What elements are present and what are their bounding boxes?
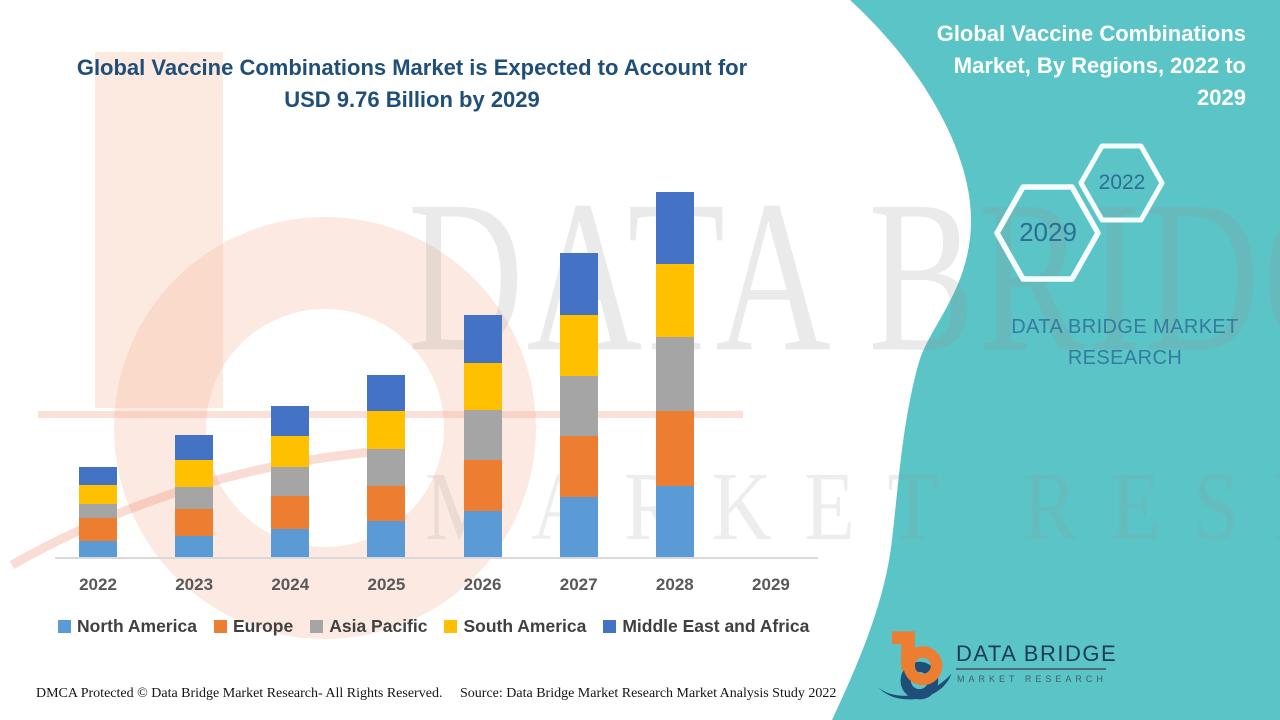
bar-segment-2027-asia-pacific <box>559 376 598 436</box>
data-bridge-logo-icon <box>878 631 952 700</box>
source-note: Source: Data Bridge Market Research Mark… <box>460 686 837 701</box>
bar-segment-2024-north-america <box>271 529 310 558</box>
legend-label-europe: Europe <box>232 616 294 636</box>
legend-item-north-america: North America <box>58 616 197 637</box>
brand-text-line1: DATA BRIDGE MARKET <box>1011 316 1239 338</box>
bar-segment-2027-north-america <box>559 497 598 558</box>
bar-segment-2024-asia-pacific <box>271 467 310 496</box>
legend-item-south-america: South America <box>444 616 586 637</box>
bar-segment-2026-middle-east-and-africa <box>463 315 502 363</box>
logo-wordmark: DATA BRIDGE <box>956 641 1118 666</box>
bar-segment-2028-europe <box>655 411 694 486</box>
bar-segment-2023-south-america <box>175 460 214 487</box>
legend-swatch-middle-east-and-africa <box>603 620 617 633</box>
x-axis-line <box>55 557 818 559</box>
side-panel-heading: Global Vaccine Combinations Market, By R… <box>936 21 1246 110</box>
teal-panel-shape <box>832 0 1280 720</box>
bar-segment-2027-europe <box>559 436 598 497</box>
legend-swatch-asia-pacific <box>310 620 324 633</box>
bar-segment-2028-north-america <box>655 486 694 558</box>
dmca-notice: DMCA Protected © Data Bridge Market Rese… <box>36 686 443 701</box>
axis-label-2028: 2028 <box>655 575 694 594</box>
page-title-line2: USD 9.76 Billion by 2029 <box>284 87 540 112</box>
bar-segment-2026-north-america <box>463 511 502 558</box>
legend-item-middle-east-and-africa: Middle East and Africa <box>603 616 809 637</box>
hexagon-year-2022: 2022 <box>1098 171 1146 194</box>
logo-stem-foot <box>892 631 903 644</box>
bar-segment-2022-north-america <box>79 541 117 558</box>
logo-orange-bowl <box>903 646 943 686</box>
bar-segment-2025-north-america <box>367 521 406 558</box>
brand-text-block: DATA BRIDGE MARKET RESEARCH <box>985 312 1265 374</box>
axis-label-2026: 2026 <box>463 575 502 594</box>
legend-label-middle-east-and-africa: Middle East and Africa <box>622 616 810 636</box>
bar-segment-2026-south-america <box>463 363 502 410</box>
legend-label-south-america: South America <box>463 616 587 636</box>
axis-label-2023: 2023 <box>175 575 214 594</box>
legend-label-north-america: North America <box>77 616 197 636</box>
bar-segment-2023-north-america <box>175 536 214 558</box>
chart-legend: North America Europe Asia Pacific South Ame… <box>58 616 809 637</box>
bar-segment-2022-europe <box>79 518 117 541</box>
logo-tagline: MARKET RESEARCH <box>957 674 1107 684</box>
legend-swatch-north-america <box>58 620 71 633</box>
axis-label-2029: 2029 <box>752 575 790 594</box>
logo-underline <box>956 668 1106 670</box>
legend-item-europe: Europe <box>213 616 294 637</box>
bar-segment-2024-middle-east-and-africa <box>271 406 310 436</box>
bar-segment-2025-middle-east-and-africa <box>367 375 406 411</box>
bar-segment-2022-south-america <box>79 485 117 504</box>
legend-swatch-south-america <box>444 620 458 633</box>
bar-segment-2028-south-america <box>655 264 694 337</box>
axis-label-2027: 2027 <box>559 575 598 594</box>
bar-segment-2028-middle-east-and-africa <box>655 192 694 264</box>
bar-segment-2027-south-america <box>559 315 598 376</box>
axis-label-2024: 2024 <box>271 575 310 594</box>
brand-text-line2: RESEARCH <box>1067 347 1183 369</box>
bar-segment-2022-asia-pacific <box>79 504 117 518</box>
page-title-line1: Global Vaccine Combinations Market is Ex… <box>76 55 748 80</box>
bar-segment-2025-asia-pacific <box>367 449 406 486</box>
hexagon-year-2029: 2029 <box>1019 217 1077 247</box>
bar-segment-2023-europe <box>175 509 214 536</box>
bar-segment-2024-europe <box>271 496 310 529</box>
legend-swatch-europe <box>213 620 227 633</box>
bar-segment-2025-south-america <box>367 411 406 449</box>
axis-label-2025: 2025 <box>367 575 406 594</box>
bar-segment-2026-asia-pacific <box>463 410 502 460</box>
bar-segment-2027-middle-east-and-africa <box>559 253 598 315</box>
bar-segment-2023-middle-east-and-africa <box>175 435 214 460</box>
legend-label-asia-pacific: Asia Pacific <box>329 616 428 636</box>
page-title: Global Vaccine Combinations Market is Ex… <box>62 52 762 116</box>
bar-segment-2024-south-america <box>271 436 310 467</box>
bar-segment-2028-asia-pacific <box>655 337 694 411</box>
bar-segment-2025-europe <box>367 486 406 521</box>
bar-segment-2022-middle-east-and-africa <box>79 467 117 485</box>
bar-segment-2026-europe <box>463 460 502 511</box>
legend-item-asia-pacific: Asia Pacific <box>310 616 427 637</box>
bar-segment-2023-asia-pacific <box>175 487 214 509</box>
axis-label-2022: 2022 <box>79 575 117 594</box>
